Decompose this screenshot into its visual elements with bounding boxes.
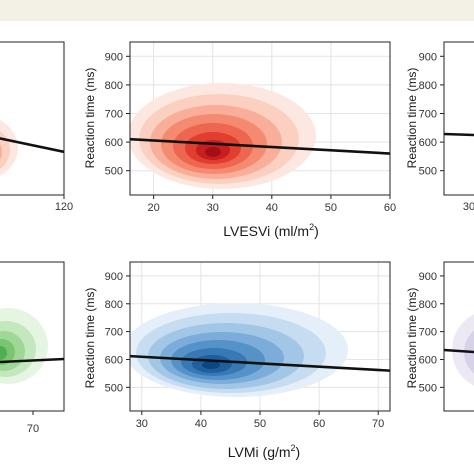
x-tick-label: 30 [463, 201, 474, 213]
panel-top-right: 500 600 700 800 900 Reaction time (ms) 30 [405, 41, 474, 213]
panel-frame [0, 41, 65, 196]
panel-top-left: 120 [0, 41, 73, 213]
density-top-left [0, 120, 18, 176]
density-top-center [130, 83, 316, 189]
y-tick-label: 600 [105, 137, 123, 149]
density-bottom-center [130, 303, 348, 397]
x-tick-label: 70 [27, 423, 39, 435]
regression-line [130, 354, 390, 372]
x-tick-label: 70 [372, 418, 384, 430]
y-tick-label: 600 [419, 137, 437, 149]
x-tick-label: 30 [136, 418, 148, 430]
y-axis-title: Reaction time (ms) [405, 68, 419, 169]
x-axis-title: LVESVi (ml/m2) [223, 222, 319, 239]
panel-top-center: 500 600 700 800 900 20 30 40 50 60 Reaction time… [83, 41, 396, 239]
regression-line [0, 137, 64, 154]
y-tick-label: 900 [105, 51, 123, 63]
density-level [0, 144, 2, 160]
y-tick-label: 700 [419, 327, 437, 339]
x-axis-title: LVMi (g/m2) [228, 443, 300, 460]
panel-bottom-left: 70 [0, 261, 65, 435]
panel-bottom-center: 500 600 700 800 900 30 40 50 60 70 Reaction time… [83, 261, 391, 460]
y-tick-label: 600 [105, 354, 123, 366]
y-tick-label: 700 [105, 327, 123, 339]
x-tick-label: 40 [266, 202, 278, 214]
y-tick-label: 500 [419, 382, 437, 394]
density-level [205, 147, 221, 157]
panel-frame [443, 261, 474, 412]
density-level [0, 346, 7, 360]
panel-frame [129, 41, 391, 196]
panel-frame [443, 41, 474, 196]
x-tick-label: 60 [313, 418, 325, 430]
density-level [202, 361, 220, 369]
y-axis: 500 600 700 800 900 [419, 271, 444, 394]
x-axis: 20 30 40 50 60 [148, 195, 396, 214]
y-tick-label: 900 [419, 51, 437, 63]
y-tick-label: 900 [105, 271, 123, 283]
regression-line [443, 132, 474, 137]
panel-frame [0, 261, 65, 412]
y-tick-label: 500 [419, 166, 437, 178]
x-tick-label: 120 [55, 201, 73, 213]
x-axis: 30 40 50 60 70 [136, 411, 384, 430]
y-tick-label: 900 [419, 271, 437, 283]
y-tick-label: 800 [105, 80, 123, 92]
y-tick-label: 800 [105, 299, 123, 311]
regression-line [443, 348, 474, 354]
x-tick-label: 50 [325, 202, 337, 214]
y-tick-label: 500 [105, 382, 123, 394]
header-band [0, 0, 474, 21]
y-tick-label: 700 [105, 108, 123, 120]
panel-bottom-right: 500 600 700 800 900 Reaction time (ms) [405, 261, 474, 412]
density-bottom-left [0, 308, 48, 384]
x-tick-label: 60 [384, 202, 396, 214]
y-axis: 500 600 700 800 900 [105, 271, 130, 394]
y-axis: 500 600 700 800 900 [105, 51, 130, 178]
x-tick-label: 30 [207, 202, 219, 214]
y-axis: 500 600 700 800 900 [419, 51, 444, 178]
y-axis-title: Reaction time (ms) [83, 68, 97, 169]
y-tick-label: 600 [419, 354, 437, 366]
regression-line [0, 357, 64, 364]
regression-line [130, 137, 390, 155]
y-axis-title: Reaction time (ms) [405, 288, 419, 389]
x-tick-label: 40 [195, 418, 207, 430]
y-axis-title: Reaction time (ms) [83, 288, 97, 389]
y-tick-label: 500 [105, 166, 123, 178]
y-tick-label: 800 [419, 80, 437, 92]
y-tick-label: 700 [419, 108, 437, 120]
x-tick-label: 50 [254, 418, 266, 430]
x-tick-label: 20 [148, 202, 160, 214]
y-tick-label: 800 [419, 299, 437, 311]
